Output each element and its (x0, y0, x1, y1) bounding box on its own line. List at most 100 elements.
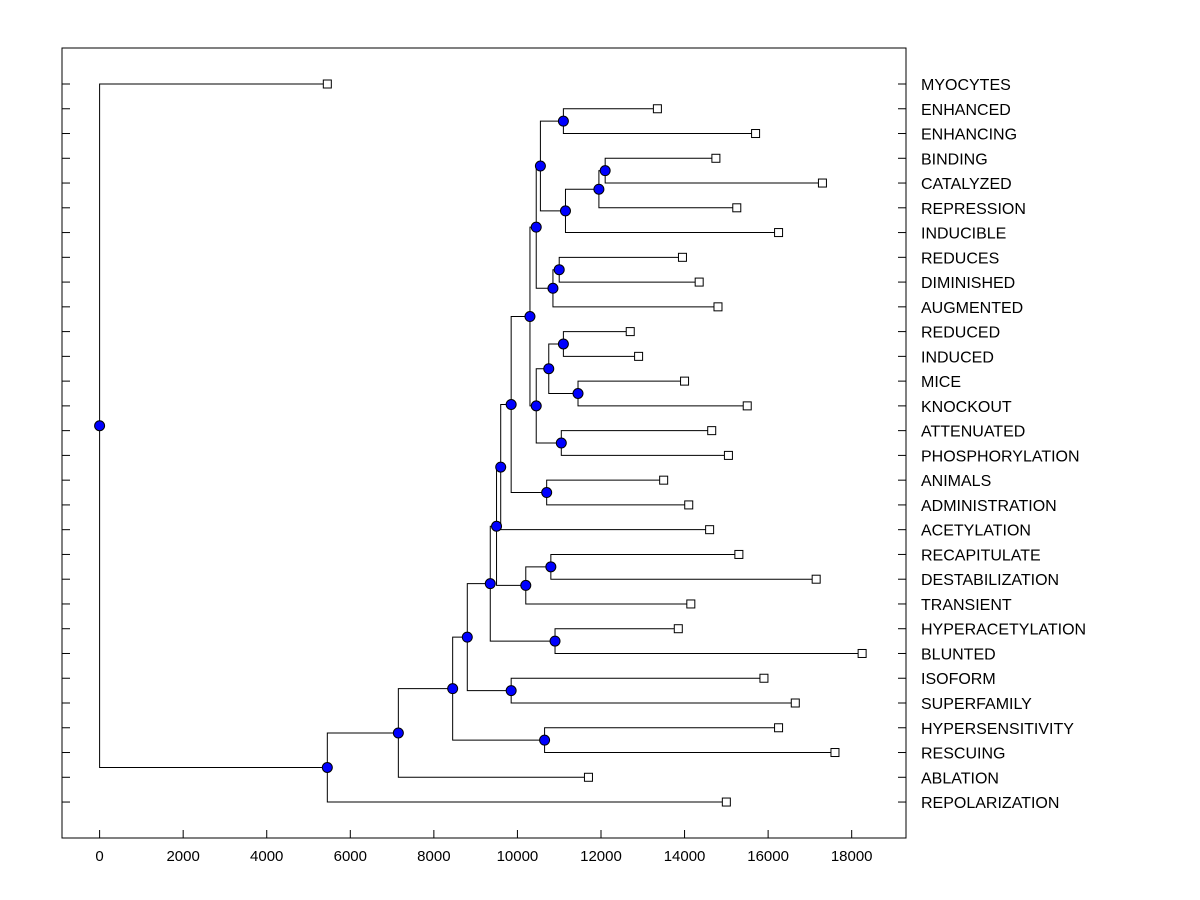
branch-j-L12 (577, 380, 685, 394)
branch-g-L9 (552, 288, 718, 308)
leaf-label-mice: MICE (921, 374, 961, 391)
branch-q-L18 (500, 467, 710, 531)
leaf-marker-transient (686, 599, 696, 609)
leaf-label-inducible: INDUCIBLE (921, 226, 1006, 243)
leaf-label-reduced: REDUCED (921, 325, 1000, 342)
merge-node-r (545, 561, 557, 573)
leaf-label-ablation: ABLATION (921, 770, 999, 787)
leaf-label-destabilization: DESTABILIZATION (921, 572, 1059, 589)
merge-node-q (495, 461, 507, 473)
branch-r-L19 (550, 553, 739, 567)
merge-node-s (520, 579, 532, 591)
branch-w-L25 (510, 690, 796, 704)
branch-y-L27 (544, 740, 835, 754)
leaf-marker-augmented (713, 302, 723, 312)
branch-l-L15 (560, 443, 729, 456)
leaf-markers (322, 79, 867, 807)
branch-o-L17 (546, 492, 689, 506)
merge-node-l (555, 437, 567, 449)
leaf-label-binding: BINDING (921, 151, 988, 168)
leaf-marker-attenuated (707, 426, 717, 436)
branches (99, 83, 863, 803)
branch-n-h (529, 226, 537, 317)
leaf-label-reduces: REDUCES (921, 250, 999, 267)
branch-s-L21 (525, 585, 691, 605)
merge-node-i (557, 338, 569, 350)
branch-c-L5 (598, 189, 737, 209)
merge-node-v (484, 578, 496, 590)
leaf-marker-repolarization (721, 797, 731, 807)
x-tick-label: 2000 (166, 848, 199, 865)
x-tick-label: 18000 (831, 848, 873, 865)
leaf-marker-enhancing (751, 129, 761, 139)
merge-node-n (524, 311, 536, 323)
leaf-label-catalyzed: CATALYZED (921, 176, 1012, 193)
leaf-label-enhanced: ENHANCED (921, 102, 1011, 119)
branch-aa-z (397, 688, 453, 733)
x-tick-label: 10000 (497, 848, 539, 865)
branch-i-L11 (562, 343, 639, 357)
branch-i-L10 (562, 331, 631, 344)
branch-x-w (466, 637, 512, 692)
branch-q-p (500, 404, 512, 468)
branch-h-e (535, 165, 541, 228)
branch-k-j (548, 368, 579, 394)
merge-node-b (599, 165, 611, 177)
branch-root-bb (99, 425, 328, 769)
branch-a-L2 (562, 121, 756, 135)
merge-node-c (593, 183, 605, 195)
branch-u-L22 (554, 628, 679, 642)
branch-u-L23 (554, 641, 863, 654)
leaf-label-isoform: ISOFORM (921, 671, 996, 688)
y-ticks (62, 83, 906, 803)
x-tick-label: 16000 (747, 848, 789, 865)
leaf-marker-knockout (742, 401, 752, 411)
branch-f-L8 (558, 269, 700, 283)
leaf-marker-binding (711, 153, 721, 163)
merge-node-x (461, 631, 473, 643)
leaf-label-knockout: KNOCKOUT (921, 399, 1012, 416)
branch-h-g (535, 227, 553, 289)
leaf-marker-phosphorylation (723, 450, 733, 460)
branch-t-q (496, 466, 501, 527)
leaf-label-phosphorylation: PHOSPHORYLATION (921, 448, 1080, 465)
merge-node-a (557, 115, 569, 127)
leaf-marker-hyperacetylation (673, 624, 683, 634)
leaf-label-enhancing: ENHANCING (921, 127, 1017, 144)
merge-node-bb (321, 762, 333, 774)
leaf-marker-diminished (694, 277, 704, 287)
merge-node-w (505, 685, 517, 697)
branch-o-L16 (546, 479, 664, 493)
merge-node-t (491, 520, 503, 532)
branch-z-x (452, 636, 468, 689)
branch-x-v (466, 583, 491, 638)
leaf-label-animals: ANIMALS (921, 473, 991, 490)
x-axis: 0 2000 4000 6000 8000 10000 12000 14000 16000 180… (95, 830, 873, 865)
leaf-marker-administration (684, 500, 694, 510)
leaf-marker-isoform (759, 673, 769, 683)
leaf-marker-animals (659, 475, 669, 485)
merge-node-p (505, 399, 517, 411)
leaf-label-repression: REPRESSION (921, 201, 1026, 218)
branch-t-s (496, 526, 526, 586)
merge-node-g (547, 282, 559, 294)
leaf-marker-myocytes (322, 79, 332, 89)
leaf-marker-inducible (774, 228, 784, 238)
branch-root-L0 (99, 83, 328, 426)
leaf-marker-acetylation (705, 525, 715, 535)
merge-node-u (549, 635, 561, 647)
leaf-marker-catalyzed (817, 178, 827, 188)
leaf-label-diminished: DIMINISHED (921, 275, 1015, 292)
branch-b-L4 (604, 170, 823, 184)
branch-aa-L28 (397, 732, 589, 778)
branch-b-L3 (604, 157, 716, 171)
leaf-label-hypersensitivity: HYPERSENSITIVITY (921, 721, 1074, 738)
leaf-marker-induced (634, 351, 644, 361)
branch-j-L13 (577, 393, 748, 407)
leaf-label-superfamily: SUPERFAMILY (921, 696, 1032, 713)
leaf-marker-reduces (677, 252, 687, 262)
merge-node-o (541, 487, 553, 499)
branch-l-L14 (560, 430, 712, 444)
leaf-marker-mice (680, 376, 690, 386)
